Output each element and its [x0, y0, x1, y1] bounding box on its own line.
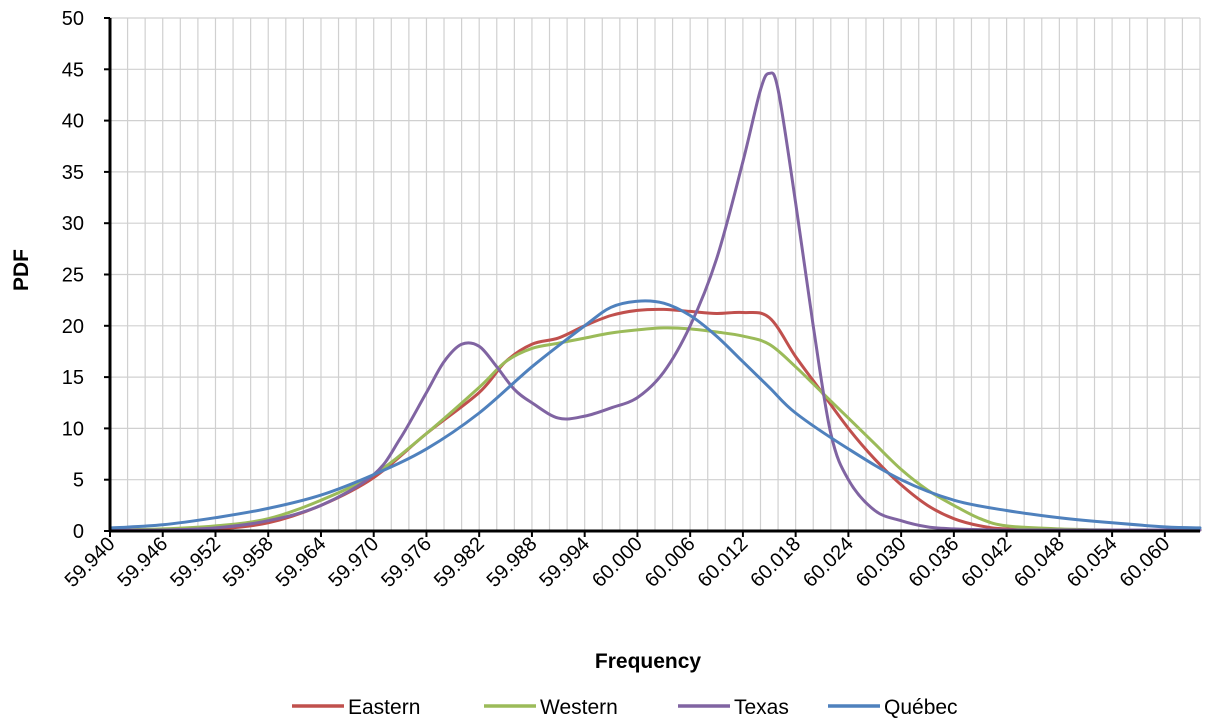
x-tick-label: 60.036	[905, 533, 964, 592]
x-tick-label: 59.946	[113, 533, 172, 592]
x-tick-label: 60.030	[852, 533, 911, 592]
series-lines	[108, 71, 1202, 532]
y-axis-ticks: 0 5 10 15 20 25 30 35 40 45 50	[62, 8, 110, 543]
y-tick-label: 50	[62, 8, 84, 30]
x-tick-label: 60.000	[588, 533, 647, 592]
y-tick-label: 25	[62, 265, 84, 287]
x-tick-label: 60.048	[1010, 533, 1069, 592]
x-axis-title: Frequency	[595, 650, 702, 673]
x-tick-label: 59.970	[324, 533, 383, 592]
x-tick-label: 60.012	[694, 533, 753, 592]
x-tick-label: 60.018	[746, 533, 805, 592]
x-tick-label: 60.060	[1116, 533, 1175, 592]
x-tick-label: 59.958	[219, 533, 278, 592]
y-tick-label: 15	[62, 367, 84, 389]
y-tick-label: 20	[62, 316, 84, 338]
x-tick-label: 59.940	[61, 533, 120, 592]
x-tick-label: 59.982	[430, 533, 489, 592]
x-tick-label: 59.976	[377, 533, 436, 592]
x-tick-label: 60.054	[1063, 533, 1122, 592]
y-tick-label: 10	[62, 418, 84, 440]
series-line-eastern	[108, 307, 1202, 532]
x-tick-label: 59.988	[483, 533, 542, 592]
gridlines	[110, 17, 1201, 531]
y-tick-label: 30	[62, 213, 84, 235]
x-tick-label: 59.952	[166, 533, 225, 592]
y-tick-label: 40	[62, 111, 84, 133]
y-tick-label: 0	[73, 521, 84, 543]
series-line-qubec	[108, 299, 1202, 530]
series-line-texas	[108, 71, 1202, 532]
x-tick-label: 60.024	[799, 533, 858, 592]
legend-label-eastern: Eastern	[348, 696, 420, 719]
x-tick-label: 60.042	[957, 533, 1016, 592]
x-tick-label: 59.964	[272, 533, 331, 592]
x-tick-label: 60.006	[641, 533, 700, 592]
legend: Eastern Western Texas Québec	[292, 696, 958, 719]
legend-label-western: Western	[540, 696, 618, 719]
x-tick-label: 59.994	[535, 533, 594, 592]
legend-label-texas: Texas	[734, 696, 789, 719]
x-axis-ticks: 59.94059.94659.95259.95859.96459.97059.9…	[61, 531, 1175, 592]
y-tick-label: 45	[62, 59, 84, 81]
legend-label-qubec: Québec	[884, 696, 958, 719]
y-tick-label: 5	[73, 470, 84, 492]
y-axis-title: PDF	[10, 249, 33, 291]
y-tick-label: 35	[62, 162, 84, 184]
